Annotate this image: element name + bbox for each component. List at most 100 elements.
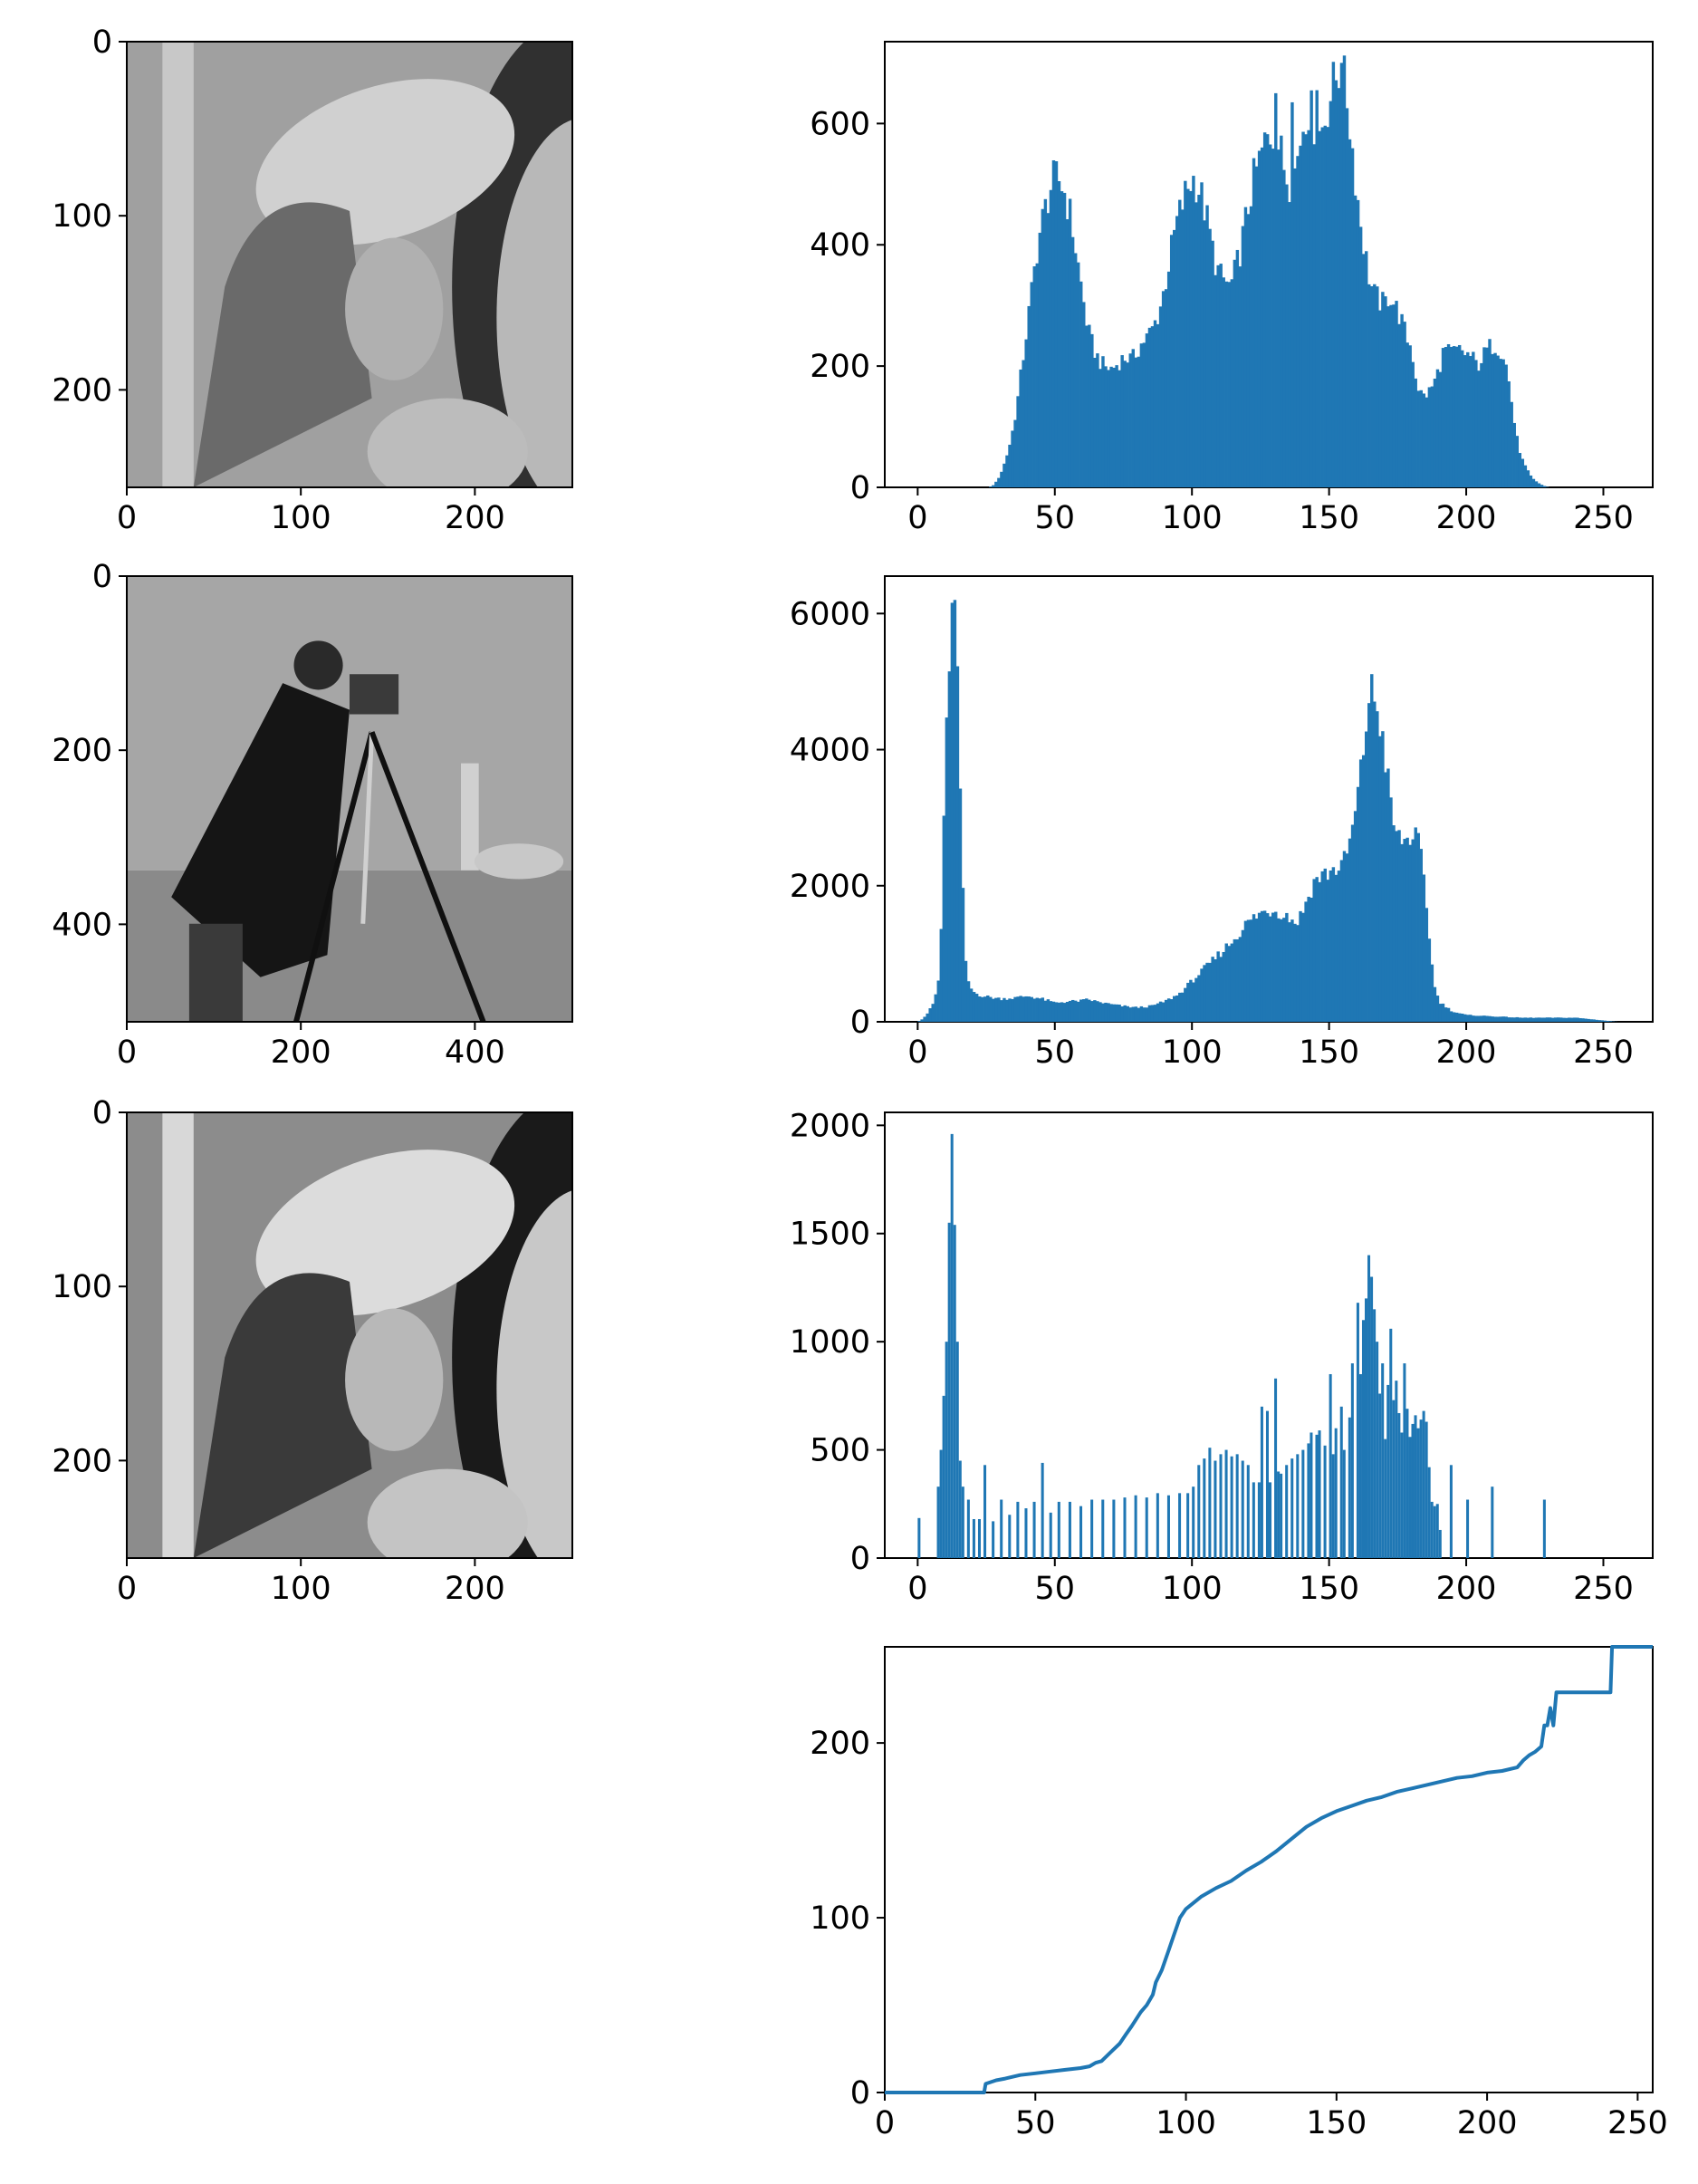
bar — [1307, 130, 1310, 487]
bar — [1093, 1000, 1097, 1022]
bar — [1491, 1016, 1494, 1022]
bar — [977, 1519, 981, 1558]
bar — [1098, 369, 1102, 487]
y-tick-label: 200 — [810, 1726, 870, 1762]
bar — [1345, 108, 1349, 487]
bar — [1350, 1363, 1354, 1558]
bar — [1392, 304, 1396, 487]
bar — [1241, 226, 1245, 487]
bar — [1222, 951, 1225, 1022]
bar — [1216, 265, 1220, 487]
bar — [1022, 996, 1025, 1022]
bar — [1540, 485, 1544, 487]
bar — [1312, 879, 1316, 1022]
bar — [1060, 1002, 1064, 1022]
bar — [917, 1517, 921, 1558]
bar — [1293, 168, 1297, 488]
bar — [1112, 1004, 1116, 1022]
bar — [1156, 1493, 1159, 1558]
bar — [1173, 996, 1176, 1022]
bar — [961, 888, 965, 1022]
bar — [1134, 1495, 1137, 1558]
bar — [983, 1465, 987, 1558]
bar — [1414, 378, 1417, 487]
bar — [1400, 313, 1404, 487]
bar — [1553, 1017, 1558, 1022]
bar — [1304, 134, 1308, 487]
bar — [1512, 422, 1516, 487]
bar — [1197, 195, 1201, 487]
bar — [1257, 1482, 1261, 1558]
bar — [1315, 1434, 1319, 1558]
bar — [1493, 352, 1497, 487]
y-tick-label: 400 — [52, 907, 112, 943]
bar — [1425, 1421, 1428, 1558]
bar — [1115, 365, 1118, 487]
bar — [992, 1521, 995, 1558]
bar — [1142, 342, 1146, 487]
bar — [1051, 1001, 1056, 1022]
bar — [1474, 360, 1478, 487]
bar — [1235, 939, 1240, 1022]
bar — [1384, 296, 1387, 487]
x-tick-label: 250 — [1573, 1034, 1634, 1071]
bar — [1376, 286, 1379, 487]
y-tick-label: 200 — [52, 372, 112, 409]
bar — [1211, 957, 1214, 1022]
bar — [1280, 1473, 1283, 1558]
bar — [1408, 1437, 1412, 1558]
bar — [1008, 444, 1012, 487]
bar — [1504, 364, 1508, 487]
bar — [1290, 919, 1294, 1022]
bar — [1134, 1006, 1138, 1022]
bar — [1260, 147, 1264, 487]
bar — [1342, 55, 1347, 487]
bar — [1145, 333, 1149, 487]
bar — [1361, 254, 1366, 487]
bar — [1367, 703, 1371, 1022]
bar — [1480, 1015, 1483, 1022]
bar — [1070, 236, 1075, 487]
bar — [1254, 919, 1259, 1022]
bar — [1203, 220, 1206, 487]
bar — [1501, 1016, 1505, 1022]
bar — [1422, 1410, 1425, 1558]
bar — [1381, 731, 1385, 1022]
bar — [1145, 1007, 1149, 1022]
bar — [1073, 253, 1078, 487]
y-tick-label: 6000 — [790, 596, 870, 632]
bar — [1222, 277, 1225, 487]
bar — [1246, 1465, 1250, 1558]
bar — [1403, 839, 1406, 1022]
chart-hist-lena-matched: 0 50 100 150 200 250 0 500 1000 1500 2000 — [790, 1108, 1654, 1607]
shoulder — [367, 398, 528, 487]
bar — [1449, 346, 1453, 487]
bar — [1280, 919, 1283, 1022]
bar — [1395, 1381, 1398, 1558]
bar — [1548, 1017, 1552, 1022]
bar — [1482, 1015, 1486, 1022]
bar — [1243, 207, 1248, 488]
bar — [1411, 361, 1415, 487]
bar — [1041, 208, 1045, 487]
bar — [1265, 134, 1270, 488]
bar — [1186, 1493, 1190, 1558]
bar — [1062, 192, 1067, 487]
bar — [1290, 1458, 1294, 1558]
x-tick-label: 200 — [1436, 1034, 1497, 1071]
bar — [1416, 832, 1420, 1022]
bar — [1376, 1342, 1379, 1558]
bar — [1339, 1406, 1343, 1558]
bar — [992, 485, 995, 487]
bar — [1441, 348, 1445, 487]
bar — [1606, 1020, 1609, 1022]
bar — [1441, 1003, 1445, 1022]
bar — [1435, 996, 1440, 1022]
bar — [1216, 951, 1220, 1022]
bar — [950, 602, 955, 1022]
bar — [1521, 458, 1525, 487]
bar — [1350, 824, 1355, 1022]
bar — [1285, 184, 1289, 487]
bar — [1433, 986, 1437, 1022]
bar — [1491, 1486, 1494, 1558]
